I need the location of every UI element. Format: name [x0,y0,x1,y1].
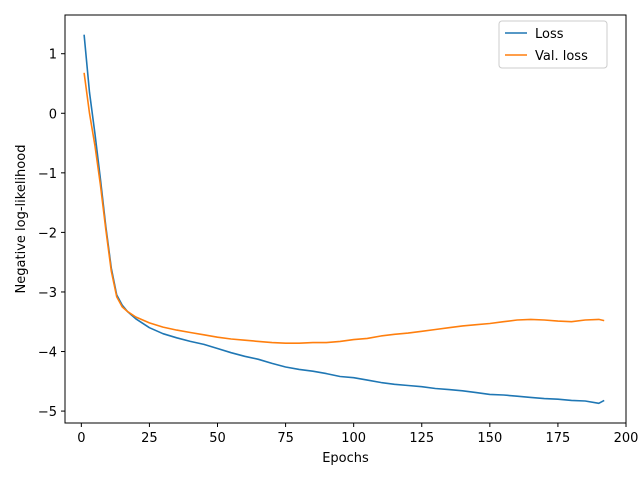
x-tick-label: 75 [277,431,294,446]
y-tick-label: 1 [49,48,57,63]
series-layer [83,34,605,405]
x-tick-label: 200 [614,431,639,446]
x-tick-label: 25 [141,431,158,446]
x-tick-label: 175 [546,431,571,446]
x-tick-label: 150 [477,431,502,446]
series-line-1 [83,72,605,344]
y-axis-label: Negative log-likelihood [14,145,29,294]
x-ticks: 0 25 50 75 100 125 150 175 200 [77,423,638,446]
plot-frame [64,14,627,424]
y-tick-label: −3 [38,286,57,301]
x-tick-label: 50 [209,431,226,446]
legend-label-loss: Loss [535,27,564,42]
x-axis-label: Epochs [322,451,369,466]
x-tick-label: 100 [341,431,366,446]
x-tick-label: 125 [409,431,434,446]
y-tick-label: −4 [38,346,57,361]
y-tick-label: −2 [38,226,57,241]
legend: Loss Val. loss [498,20,608,69]
x-tick-label: 0 [77,431,85,446]
y-tick-label: −5 [38,405,57,420]
series-line-0 [83,34,605,405]
legend-label-val-loss: Val. loss [535,49,588,64]
y-ticks: −5 −4 −3 −2 −1 0 1 [38,48,65,420]
y-tick-label: 0 [49,107,57,122]
y-tick-label: −1 [38,167,57,182]
